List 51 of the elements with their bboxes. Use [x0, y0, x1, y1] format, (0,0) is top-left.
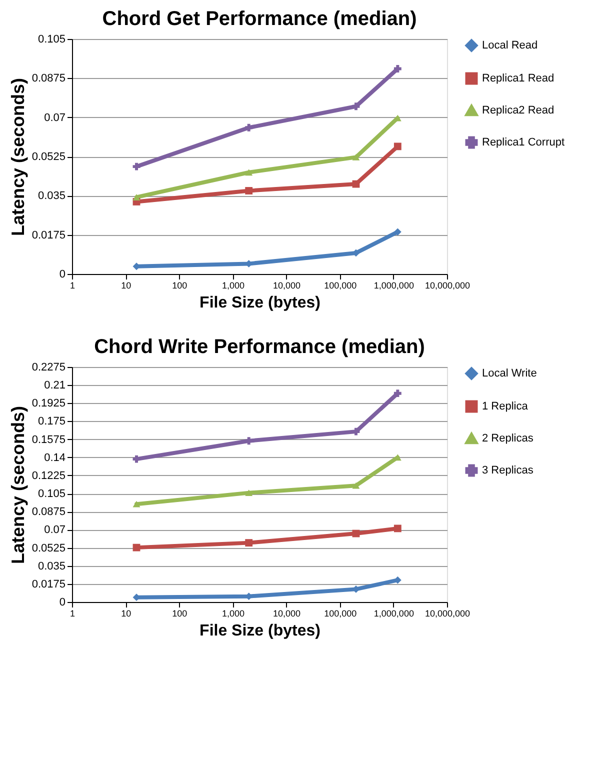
y-tick-label: 0.21 — [44, 380, 66, 392]
y-tick-label: 0.0175 — [32, 229, 66, 242]
x-tick-label: 100 — [172, 608, 188, 618]
x-tick-label: 1,000,000 — [374, 280, 414, 290]
x-tick-label: 10,000 — [273, 280, 301, 290]
y-tick-label: 0 — [59, 268, 66, 280]
y-axis-title: Latency (seconds) — [8, 406, 28, 564]
y-tick-label: 0.1575 — [32, 434, 66, 446]
y-tick-label: 0.0175 — [32, 578, 66, 590]
legend-label: 1 Replica — [482, 400, 529, 412]
y-tick-label: 0.07 — [44, 524, 66, 536]
legend-label: 3 Replicas — [482, 464, 534, 476]
y-tick-label: 0.0875 — [32, 506, 66, 518]
y-tick-label: 0.105 — [38, 34, 66, 46]
legend-label: Local Write — [482, 368, 537, 380]
y-tick-label: 0.0525 — [32, 151, 66, 163]
x-tick-label: 100,000 — [324, 280, 357, 290]
x-tick-label: 1,000,000 — [374, 608, 414, 618]
y-tick-label: 0.1225 — [32, 470, 66, 482]
y-tick-label: 0 — [59, 596, 66, 608]
x-tick-label: 1,000 — [222, 608, 244, 618]
y-tick-label: 0.175 — [38, 416, 66, 428]
y-tick-label: 0.035 — [38, 190, 66, 202]
x-tick-label: 10,000 — [273, 608, 301, 618]
y-tick-label: 0.0875 — [32, 72, 66, 85]
y-tick-label: 0.07 — [44, 112, 66, 124]
y-tick-label: 0.035 — [38, 560, 66, 572]
x-axis-title: File Size (bytes) — [200, 294, 320, 312]
x-tick-label: 100 — [172, 280, 188, 290]
x-tick-label: 10 — [121, 280, 132, 290]
x-tick-label: 1 — [70, 280, 76, 290]
y-tick-label: 0.14 — [44, 452, 66, 464]
legend-label: Local Read — [482, 40, 538, 52]
x-tick-label: 10,000,000 — [424, 280, 470, 290]
y-tick-label: 0.2275 — [32, 362, 66, 374]
legend-label: Replica2 Read — [482, 104, 554, 116]
y-axis-title: Latency (seconds) — [8, 78, 28, 236]
y-tick-label: 0.1925 — [32, 398, 66, 410]
x-tick-label: 100,000 — [324, 608, 357, 618]
legend-label: Replica1 Read — [482, 72, 554, 84]
y-tick-label: 0.0525 — [32, 542, 66, 554]
legend-label: 2 Replicas — [482, 432, 534, 444]
x-tick-label: 10 — [121, 608, 132, 618]
x-tick-label: 10,000,000 — [424, 608, 470, 618]
legend-label: Replica1 Corrupt — [482, 136, 565, 148]
chart-title: Chord Get Performance (median) — [102, 8, 417, 30]
y-tick-label: 0.105 — [38, 488, 66, 500]
x-axis-title: File Size (bytes) — [200, 622, 320, 640]
x-tick-label: 1,000 — [222, 280, 244, 290]
x-tick-label: 1 — [70, 608, 76, 618]
chart-title: Chord Write Performance (median) — [94, 336, 425, 358]
